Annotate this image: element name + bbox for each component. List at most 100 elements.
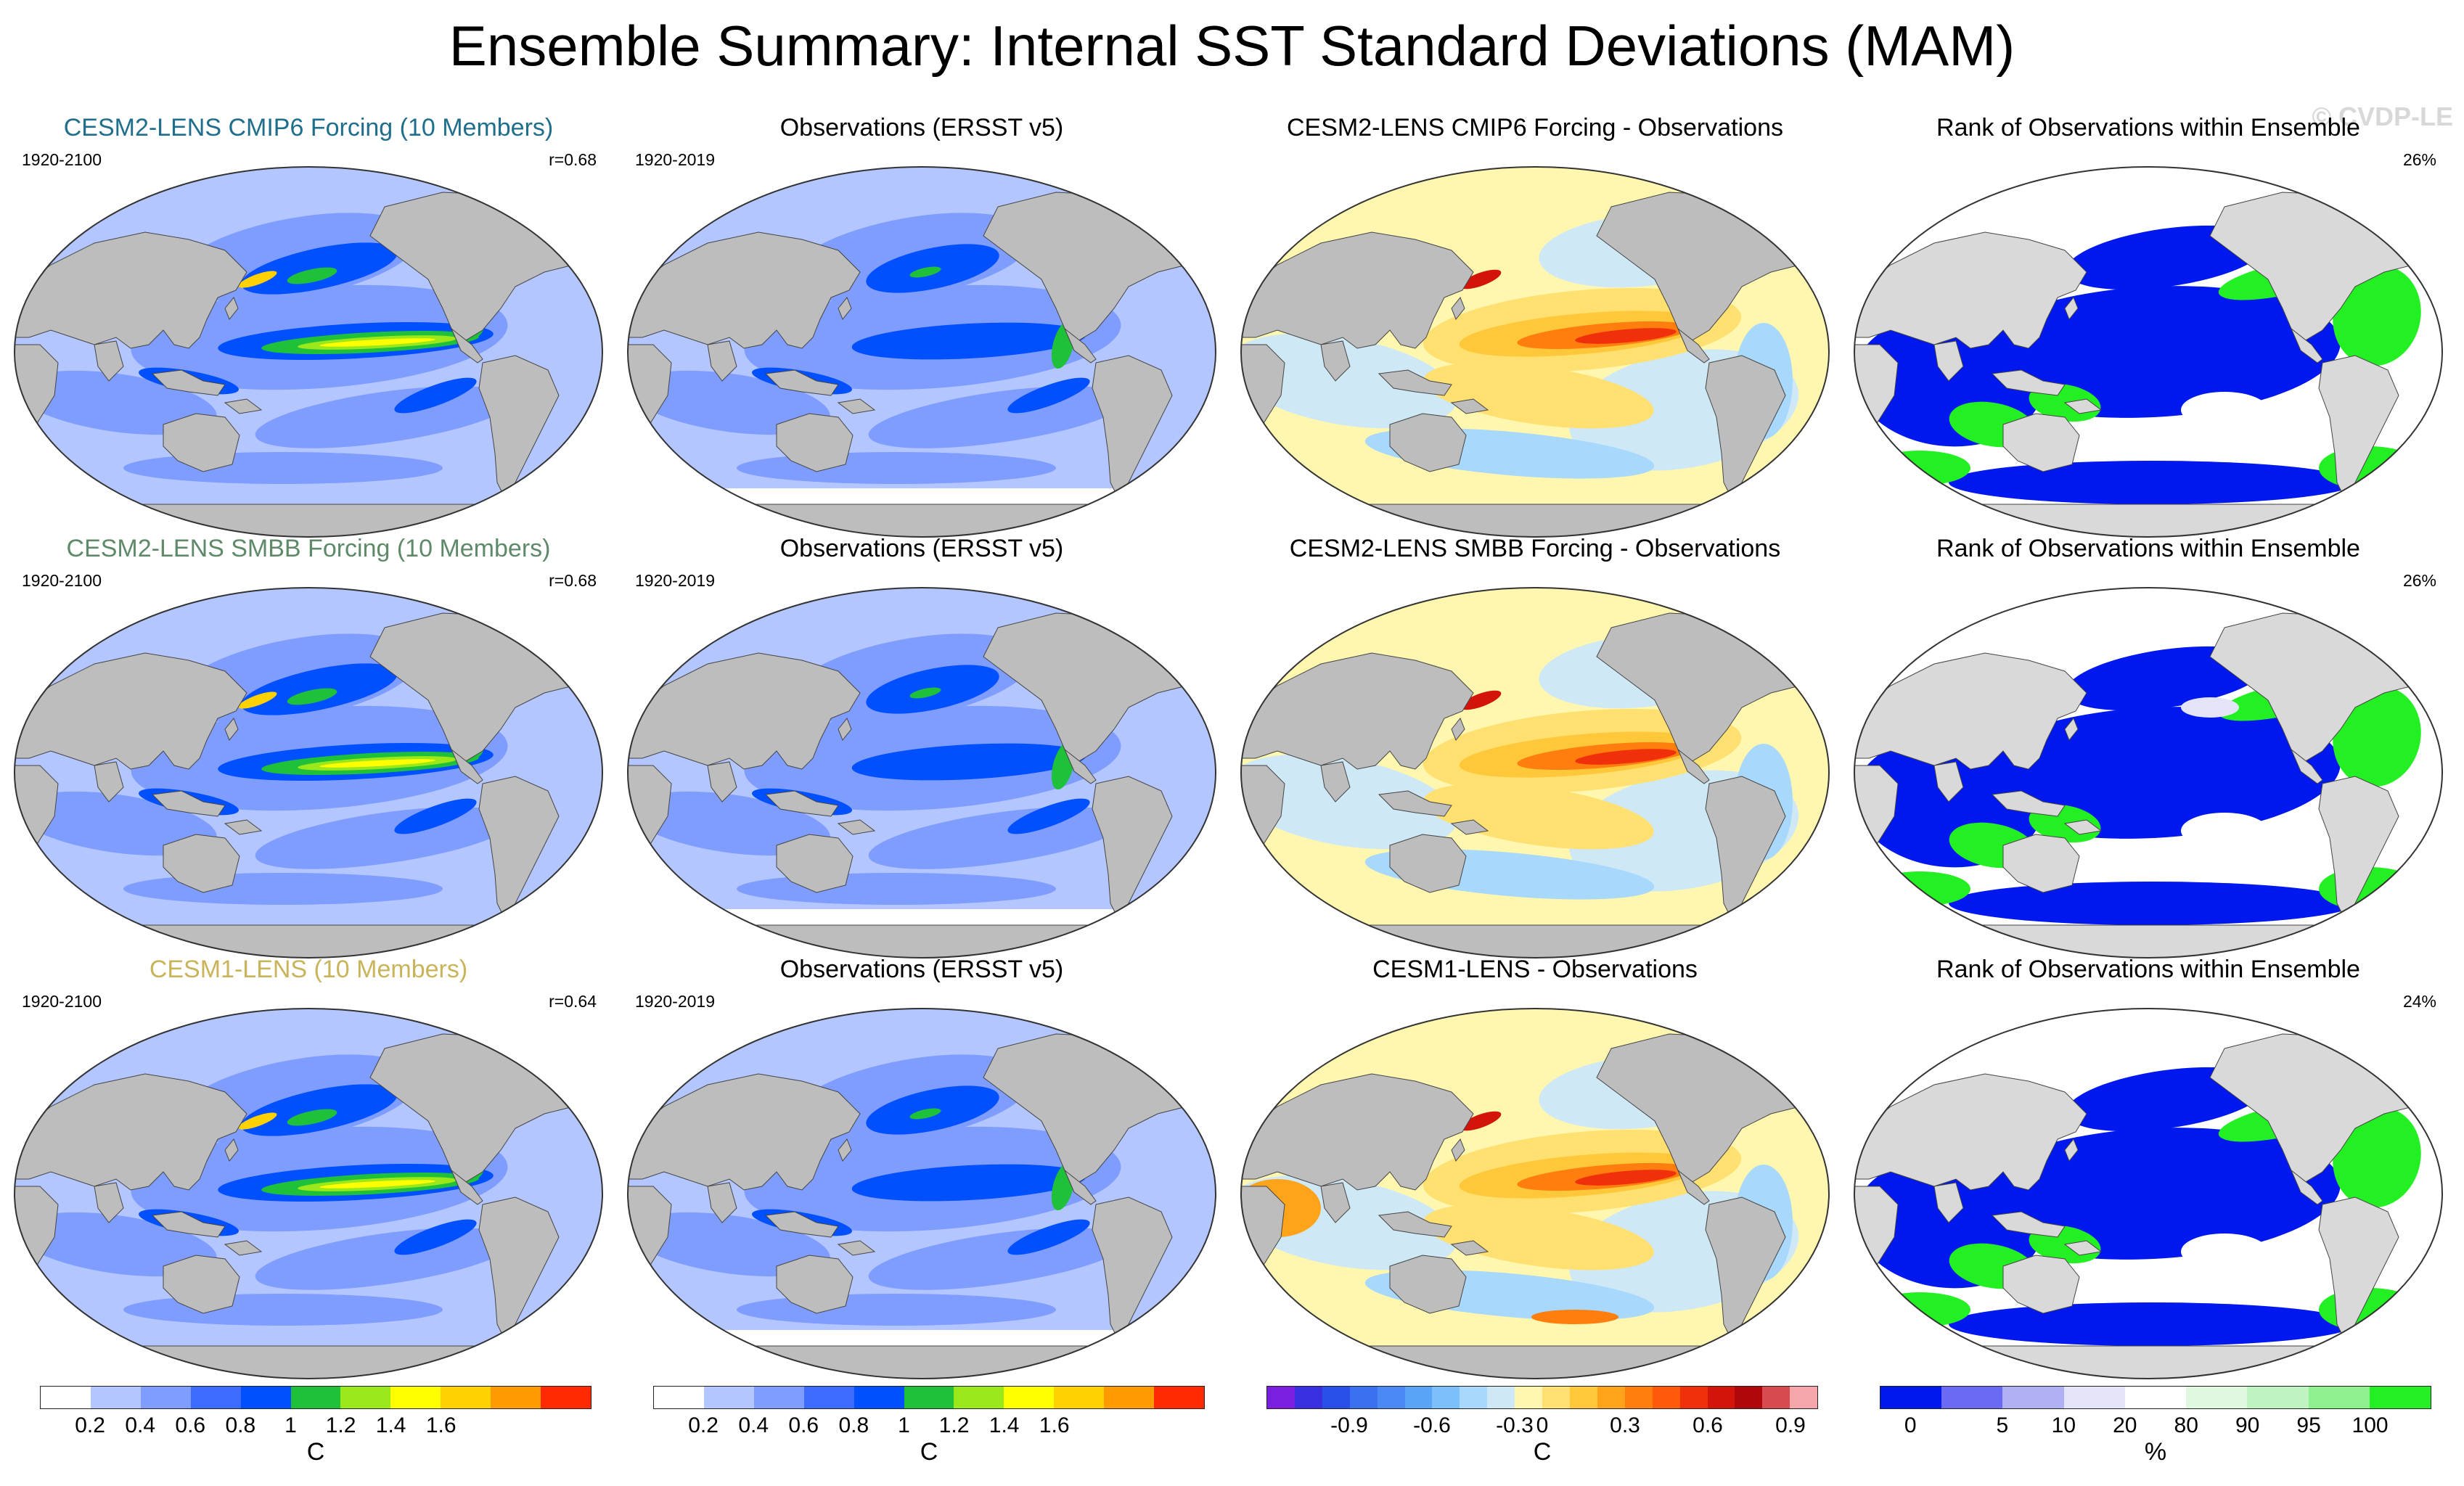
colorbar-tick-label: 1.6 [425,1413,457,1437]
colorbar-bar [1266,1386,1818,1409]
colorbar-tick-label: 5 [1996,1413,2009,1437]
year-range: 1920-2100 [22,571,102,590]
colorbar-tick-label: 0.4 [125,1413,156,1437]
colorbar-swatch [854,1387,904,1408]
colorbar-tick-label: 0.4 [738,1413,769,1437]
colorbar-swatch [2369,1387,2431,1408]
map-r1-model [14,166,603,538]
colorbar-tick-label: 1 [898,1413,910,1437]
colorbar-swatch [654,1387,704,1408]
colorbar-swatch [340,1387,391,1408]
colorbar-swatch [1762,1387,1790,1408]
panel-title: Rank of Observations within Ensemble [1936,535,2360,562]
colorbar-swatch [1294,1387,1322,1408]
rank-percent: 24% [2402,992,2436,1011]
colorbar-swatch [1104,1387,1155,1408]
colorbar-swatch [2308,1387,2370,1408]
panel-r3-model: CESM1-LENS (10 Members) 1920-2100 r=0.64 [7,954,610,1389]
panel-title: Observations (ERSST v5) [779,114,1064,141]
colorbar-swatch [1707,1387,1735,1408]
colorbar-swatch [390,1387,441,1408]
colorbar-unit: C [920,1438,938,1466]
colorbar-swatch [2124,1387,2187,1408]
colorbar-swatch [1487,1387,1515,1408]
colorbar-tick-label: 90 [2235,1413,2260,1437]
colorbar-swatch [1941,1387,2003,1408]
colorbar-swatch [1652,1387,1680,1408]
map-outline [627,166,1216,538]
colorbar-unit: C [1533,1438,1552,1466]
colorbar-swatch [1377,1387,1405,1408]
colorbar-swatch [1267,1387,1295,1408]
panel-r1-model: CESM2-LENS CMIP6 Forcing (10 Members) 192… [7,112,610,548]
colorbar-swatch [1054,1387,1105,1408]
panel-title: Observations (ERSST v5) [779,956,1064,983]
colorbar-tick-label: 0.8 [838,1413,869,1437]
colorbar-swatch [1569,1387,1597,1408]
year-range: 1920-2019 [635,150,715,169]
panel-title: Rank of Observations within Ensemble [1936,956,2360,983]
colorbar-swatch [1735,1387,1763,1408]
panel-title: Rank of Observations within Ensemble [1936,114,2360,141]
map-r3-rank [1854,1008,2443,1379]
colorbar-swatch [2063,1387,2125,1408]
colorbar-swatch [2247,1387,2309,1408]
colorbar-tick-label: 0.6 [175,1413,206,1437]
colorbar-tick-label: 80 [2174,1413,2198,1437]
map-r3-obs [627,1008,1216,1379]
colorbar-tick-label: 1.4 [375,1413,406,1437]
colorbar-tick-label: -0.3 [1496,1413,1534,1437]
colorbar-tick-label: 0 [1536,1413,1549,1437]
panel-title: CESM2-LENS CMIP6 Forcing - Observations [1287,114,1783,141]
colorbar-swatch [1322,1387,1350,1408]
colorbar-swatch [1542,1387,1570,1408]
colorbar-swatch [2002,1387,2064,1408]
colorbar-swatch [1597,1387,1625,1408]
panel-title: CESM2-LENS SMBB Forcing - Observations [1289,535,1781,562]
colorbar-unit: % [2144,1438,2167,1466]
colorbar-swatch [1624,1387,1653,1408]
map-r2-obs [627,587,1216,958]
colorbar-swatch [441,1387,491,1408]
colorbar-swatch [1790,1387,1818,1408]
colorbar-tick-label: 0.2 [688,1413,719,1437]
colorbar-swatch [190,1387,241,1408]
panel-title: CESM2-LENS CMIP6 Forcing (10 Members) [63,114,554,141]
map-outline [14,587,603,958]
map-r1-diff [1240,166,1830,538]
colorbar-tick-label: 100 [2352,1413,2389,1437]
colorbar-bar [40,1386,592,1409]
colorbar-swatch [904,1387,954,1408]
panel-r1-obs: Observations (ERSST v5) 1920-2019 [621,112,1223,548]
year-range: 1920-2100 [22,150,102,169]
year-range: 1920-2100 [22,992,102,1011]
colorbar-tick-label: 0.9 [1775,1413,1806,1437]
map-r2-diff [1240,587,1830,958]
colorbar-tick-label: 95 [2296,1413,2321,1437]
colorbar-tick-label: 0.6 [1693,1413,1723,1437]
colorbar-swatch [541,1387,591,1408]
panel-r3-rank: Rank of Observations within Ensemble 24% [1847,954,2449,1389]
colorbar-4: 0 5 10 20 80 90 95 100% [1880,1386,2446,1466]
colorbar-tick-label: -0.9 [1330,1413,1368,1437]
rank-percent: 26% [2402,571,2436,590]
colorbar-swatch [240,1387,291,1408]
colorbar-tick-label: 0.2 [75,1413,105,1437]
figure-title: Ensemble Summary: Internal SST Standard … [449,14,2015,78]
colorbar-swatch [1004,1387,1055,1408]
pattern-correlation: r=0.68 [549,571,597,590]
colorbar-unit: C [306,1438,325,1466]
colorbar-swatch [753,1387,804,1408]
colorbar-swatch [41,1387,91,1408]
map-r2-model [14,587,603,958]
colorbar-swatch [703,1387,754,1408]
colorbar-tick-label: 1.4 [989,1413,1020,1437]
colorbar-swatch [491,1387,541,1408]
colorbar-tick-label: -0.6 [1413,1413,1451,1437]
colorbar-swatch [90,1387,141,1408]
colorbar-swatch [1880,1387,1942,1408]
colorbar-3: -0.9 -0.6 -0.3 0 0.3 0.6 0.9 C [1266,1386,1833,1466]
colorbar-swatch [1460,1387,1488,1408]
panel-r1-rank: Rank of Observations within Ensemble 26% [1847,112,2449,548]
